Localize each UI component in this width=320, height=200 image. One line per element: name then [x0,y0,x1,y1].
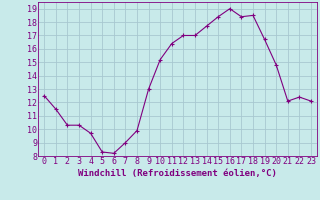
X-axis label: Windchill (Refroidissement éolien,°C): Windchill (Refroidissement éolien,°C) [78,169,277,178]
